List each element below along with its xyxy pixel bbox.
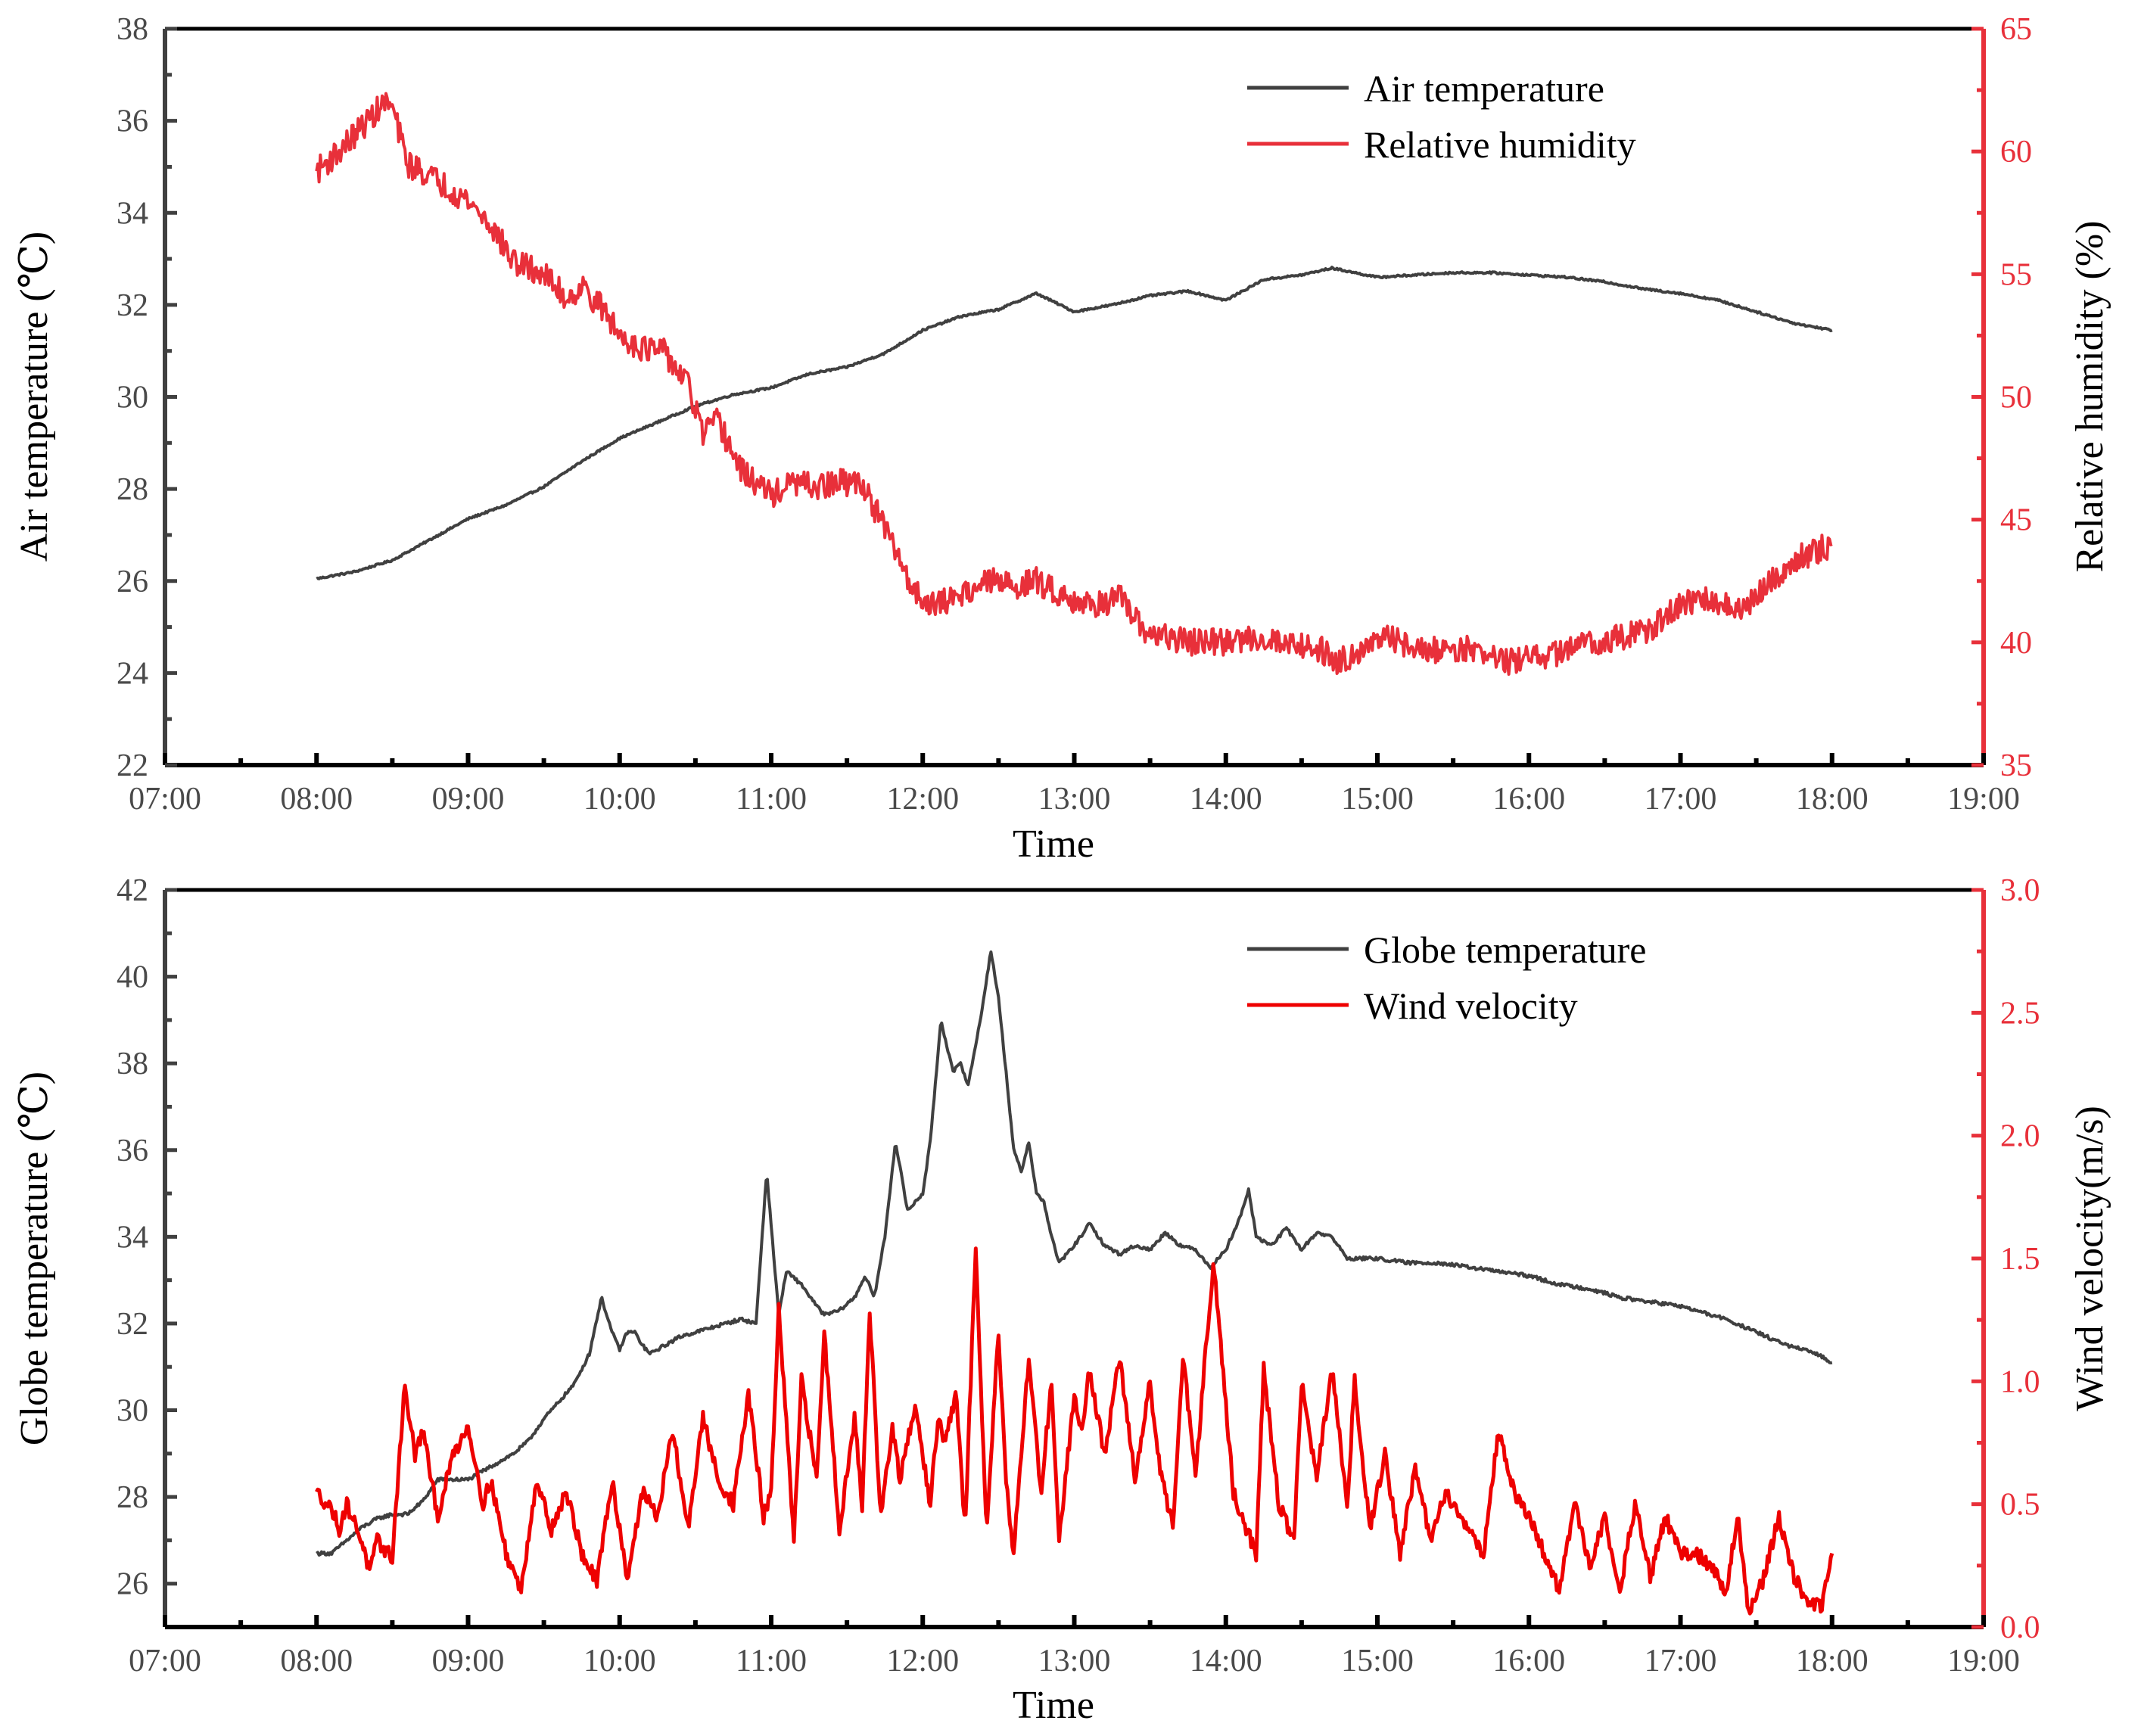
top-y-tick-label: 28 [117,472,148,507]
bottom-x-tick-label: 12:00 [886,1644,959,1678]
top-x-tick-label: 09:00 [432,782,505,817]
top-y-tick-label: 22 [117,748,148,783]
top-x-tick-label: 08:00 [280,782,353,817]
top-y-tick-label: 36 [117,104,148,139]
top-x-tick-label: 11:00 [736,782,807,817]
top-x-tick-label: 15:00 [1341,782,1414,817]
bottom-y-tick-label: 42 [117,873,148,908]
bottom-x-tick-label: 08:00 [280,1644,353,1678]
top-ticks: 07:00 08:00 09:00 10:00 11:00 12:00 13:00 14:00… [117,12,2032,817]
legend-label-wind-velocity: Wind velocity [1364,985,1578,1027]
bottom-x-tick-label: 13:00 [1038,1644,1111,1678]
top-y2-tick-label: 50 [2000,381,2032,415]
top-x-tick-label: 13:00 [1038,782,1111,817]
bottom-y-tick-label: 34 [117,1220,148,1255]
top-y-tick-label: 38 [117,12,148,47]
top-y-tick-label: 34 [117,196,148,231]
legend-label-globe-temperature: Globe temperature [1364,929,1646,971]
top-x-tick-label: 19:00 [1947,782,2020,817]
bottom-y-axis-title: Globe temperature (℃) [13,1072,56,1445]
top-y2-tick-label: 35 [2000,748,2032,783]
bottom-y-tick-label: 38 [117,1047,148,1081]
top-y-tick-label: 26 [117,565,148,599]
top-y2-axis-title: Relative humidity (%) [2068,220,2111,572]
bottom-y2-tick-label: 0.5 [2000,1488,2040,1523]
bottom-y-tick-label: 26 [117,1567,148,1602]
bottom-plot-area [315,950,1834,1616]
bottom-x-tick-label: 18:00 [1796,1644,1869,1678]
series-line-relative-humidity [315,92,1833,676]
bottom-y2-axis-title: Wind velocity(m/s) [2068,1106,2111,1411]
top-x-tick-label: 17:00 [1645,782,1717,817]
bottom-x-tick-label: 15:00 [1341,1644,1414,1678]
bottom-y2-tick-label: 2.0 [2000,1119,2040,1154]
top-y-tick-label: 24 [117,656,148,691]
top-plot-area [315,92,1833,676]
top-y-tick-label: 32 [117,288,148,323]
bottom-y-tick-label: 30 [117,1394,148,1429]
bottom-y-tick-label: 36 [117,1134,148,1168]
bottom-y-tick-label: 40 [117,960,148,995]
bottom-chart: 07:00 08:00 09:00 10:00 11:00 12:00 13:00 14:00… [13,873,2111,1727]
top-x-axis-title: Time [1013,823,1094,866]
bottom-y2-tick-label: 3.0 [2000,873,2040,908]
bottom-y2-tick-label: 2.5 [2000,996,2040,1031]
bottom-y-tick-label: 28 [117,1480,148,1515]
top-y2-tick-label: 45 [2000,503,2032,538]
bottom-x-tick-label: 16:00 [1492,1644,1565,1678]
bottom-x-tick-label: 10:00 [583,1644,656,1678]
top-legend: Air temperature Relative humidity [1247,67,1636,166]
bottom-x-tick-label: 19:00 [1947,1644,2020,1678]
legend-label-relative-humidity: Relative humidity [1364,123,1636,166]
bottom-x-tick-label: 11:00 [736,1644,807,1678]
legend-label-air-temperature: Air temperature [1364,67,1604,110]
top-y2-tick-label: 40 [2000,626,2032,661]
top-y-axis-title: Air temperature (℃) [13,232,56,562]
bottom-x-tick-label: 17:00 [1645,1644,1717,1678]
top-y2-tick-label: 65 [2000,12,2032,47]
top-y2-tick-label: 60 [2000,135,2032,170]
top-x-tick-label: 10:00 [583,782,656,817]
bottom-legend: Globe temperature Wind velocity [1247,929,1646,1027]
bottom-x-axis-title: Time [1013,1684,1094,1727]
bottom-y2-tick-label: 1.0 [2000,1364,2040,1399]
series-line-globe-temperature [316,950,1833,1557]
series-line-air-temperature [316,266,1833,580]
series-line-wind-velocity [315,1246,1834,1616]
top-x-tick-label: 18:00 [1796,782,1869,817]
top-x-tick-label: 16:00 [1492,782,1565,817]
bottom-y-tick-label: 32 [117,1307,148,1342]
top-y2-tick-label: 55 [2000,257,2032,292]
bottom-ticks: 07:00 08:00 09:00 10:00 11:00 12:00 13:00 14:00… [117,873,2040,1678]
bottom-x-tick-label: 07:00 [129,1644,201,1678]
bottom-y2-tick-label: 1.5 [2000,1242,2040,1277]
bottom-x-tick-label: 09:00 [432,1644,505,1678]
top-x-tick-label: 12:00 [886,782,959,817]
bottom-y2-tick-label: 0.0 [2000,1610,2040,1645]
top-chart: 07:00 08:00 09:00 10:00 11:00 12:00 13:00 14:00… [13,12,2111,866]
top-x-tick-label: 14:00 [1190,782,1262,817]
bottom-x-tick-label: 14:00 [1190,1644,1262,1678]
top-y-tick-label: 30 [117,381,148,415]
top-x-tick-label: 07:00 [129,782,201,817]
